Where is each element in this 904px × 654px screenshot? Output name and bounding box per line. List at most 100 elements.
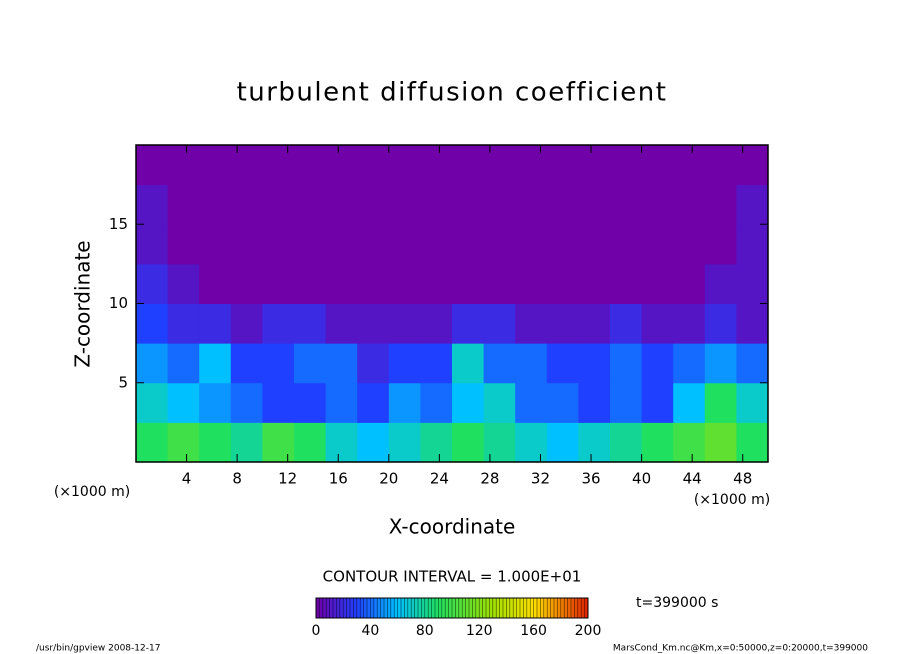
x-tick-label: 16 bbox=[329, 470, 348, 488]
field-cell bbox=[230, 303, 263, 344]
field-cell bbox=[515, 343, 548, 384]
x-tick-label: 44 bbox=[683, 470, 702, 488]
field-cell bbox=[736, 382, 769, 423]
field-cell bbox=[515, 224, 548, 265]
field-cell bbox=[262, 184, 295, 225]
x-tick-label: 32 bbox=[531, 470, 550, 488]
field-cell bbox=[483, 145, 516, 186]
field-cell bbox=[199, 422, 232, 463]
field-cell bbox=[294, 422, 327, 463]
field-cell bbox=[515, 422, 548, 463]
field-cell bbox=[167, 263, 200, 304]
x-tick-label: 36 bbox=[581, 470, 600, 488]
field-cell bbox=[673, 343, 706, 384]
field-cell bbox=[325, 224, 358, 265]
field-cell bbox=[294, 184, 327, 225]
field-cell bbox=[578, 145, 611, 186]
field-cell bbox=[167, 303, 200, 344]
field-cell bbox=[230, 422, 263, 463]
field-cell bbox=[515, 382, 548, 423]
x-tick-label: 8 bbox=[232, 470, 242, 488]
field-cell bbox=[546, 382, 579, 423]
field-cell bbox=[704, 343, 737, 384]
field-cell bbox=[452, 303, 485, 344]
field-cell bbox=[388, 263, 421, 304]
field-cell bbox=[294, 224, 327, 265]
field-cell bbox=[388, 184, 421, 225]
field-cell bbox=[452, 224, 485, 265]
field-cell bbox=[199, 145, 232, 186]
field-cell bbox=[357, 382, 390, 423]
field-cell bbox=[704, 303, 737, 344]
field-cell bbox=[641, 184, 674, 225]
field-cell bbox=[704, 422, 737, 463]
colorbar-tick-label: 0 bbox=[312, 623, 321, 639]
field-cell bbox=[704, 263, 737, 304]
field-cell bbox=[420, 224, 453, 265]
field-cell bbox=[736, 184, 769, 225]
field-cell bbox=[357, 343, 390, 384]
field-cell bbox=[578, 184, 611, 225]
field-cell bbox=[610, 184, 643, 225]
field-cell bbox=[262, 343, 295, 384]
field-cell bbox=[736, 422, 769, 463]
field-cell bbox=[167, 422, 200, 463]
field-cell bbox=[388, 145, 421, 186]
field-cell bbox=[199, 343, 232, 384]
field-cell bbox=[420, 145, 453, 186]
field-cell bbox=[483, 303, 516, 344]
field-cell bbox=[388, 303, 421, 344]
footer-left: /usr/bin/gpview 2008-12-17 bbox=[36, 644, 160, 654]
colorbar-tick-label: 40 bbox=[361, 623, 379, 639]
field-cell bbox=[325, 343, 358, 384]
field-cell bbox=[641, 303, 674, 344]
y-tick-label: 15 bbox=[109, 215, 128, 233]
field-cell bbox=[294, 343, 327, 384]
field-cell bbox=[230, 382, 263, 423]
y-axis-label: Z-coordinate bbox=[71, 240, 95, 367]
field-cell bbox=[167, 343, 200, 384]
field-cell bbox=[452, 263, 485, 304]
field-cell bbox=[483, 343, 516, 384]
x-tick-label: 24 bbox=[430, 470, 449, 488]
field-cell bbox=[357, 422, 390, 463]
field-cell bbox=[610, 382, 643, 423]
field-cell bbox=[546, 145, 579, 186]
field-cell bbox=[546, 303, 579, 344]
field-cell bbox=[230, 263, 263, 304]
field-cell bbox=[136, 382, 169, 423]
field-cell bbox=[578, 382, 611, 423]
field-cell bbox=[483, 184, 516, 225]
field-cell bbox=[388, 224, 421, 265]
field-cell bbox=[325, 184, 358, 225]
field-cell bbox=[136, 263, 169, 304]
field-cell bbox=[610, 422, 643, 463]
field-cell bbox=[546, 422, 579, 463]
field-cell bbox=[483, 382, 516, 423]
field-cell bbox=[610, 224, 643, 265]
colorbar-tick-label: 120 bbox=[466, 623, 493, 639]
field-cell bbox=[420, 382, 453, 423]
field-cell bbox=[136, 422, 169, 463]
field-cell bbox=[641, 422, 674, 463]
field-cell bbox=[515, 184, 548, 225]
field-cell bbox=[578, 263, 611, 304]
field-cell bbox=[325, 263, 358, 304]
x-unit: (×1000 m) bbox=[694, 492, 770, 508]
field-cell bbox=[452, 184, 485, 225]
field-cell bbox=[641, 382, 674, 423]
field-cell bbox=[325, 382, 358, 423]
x-tick-label: 20 bbox=[379, 470, 398, 488]
field-cell bbox=[578, 343, 611, 384]
x-tick-label: 12 bbox=[278, 470, 297, 488]
field-cell bbox=[736, 224, 769, 265]
field-cell bbox=[610, 343, 643, 384]
field-cell bbox=[483, 263, 516, 304]
field-cell bbox=[167, 224, 200, 265]
colorbar-tick-label: 200 bbox=[575, 623, 602, 639]
colorbar-tick-label: 80 bbox=[416, 623, 434, 639]
field-cell bbox=[452, 422, 485, 463]
field-cell bbox=[578, 224, 611, 265]
field-cell bbox=[546, 263, 579, 304]
